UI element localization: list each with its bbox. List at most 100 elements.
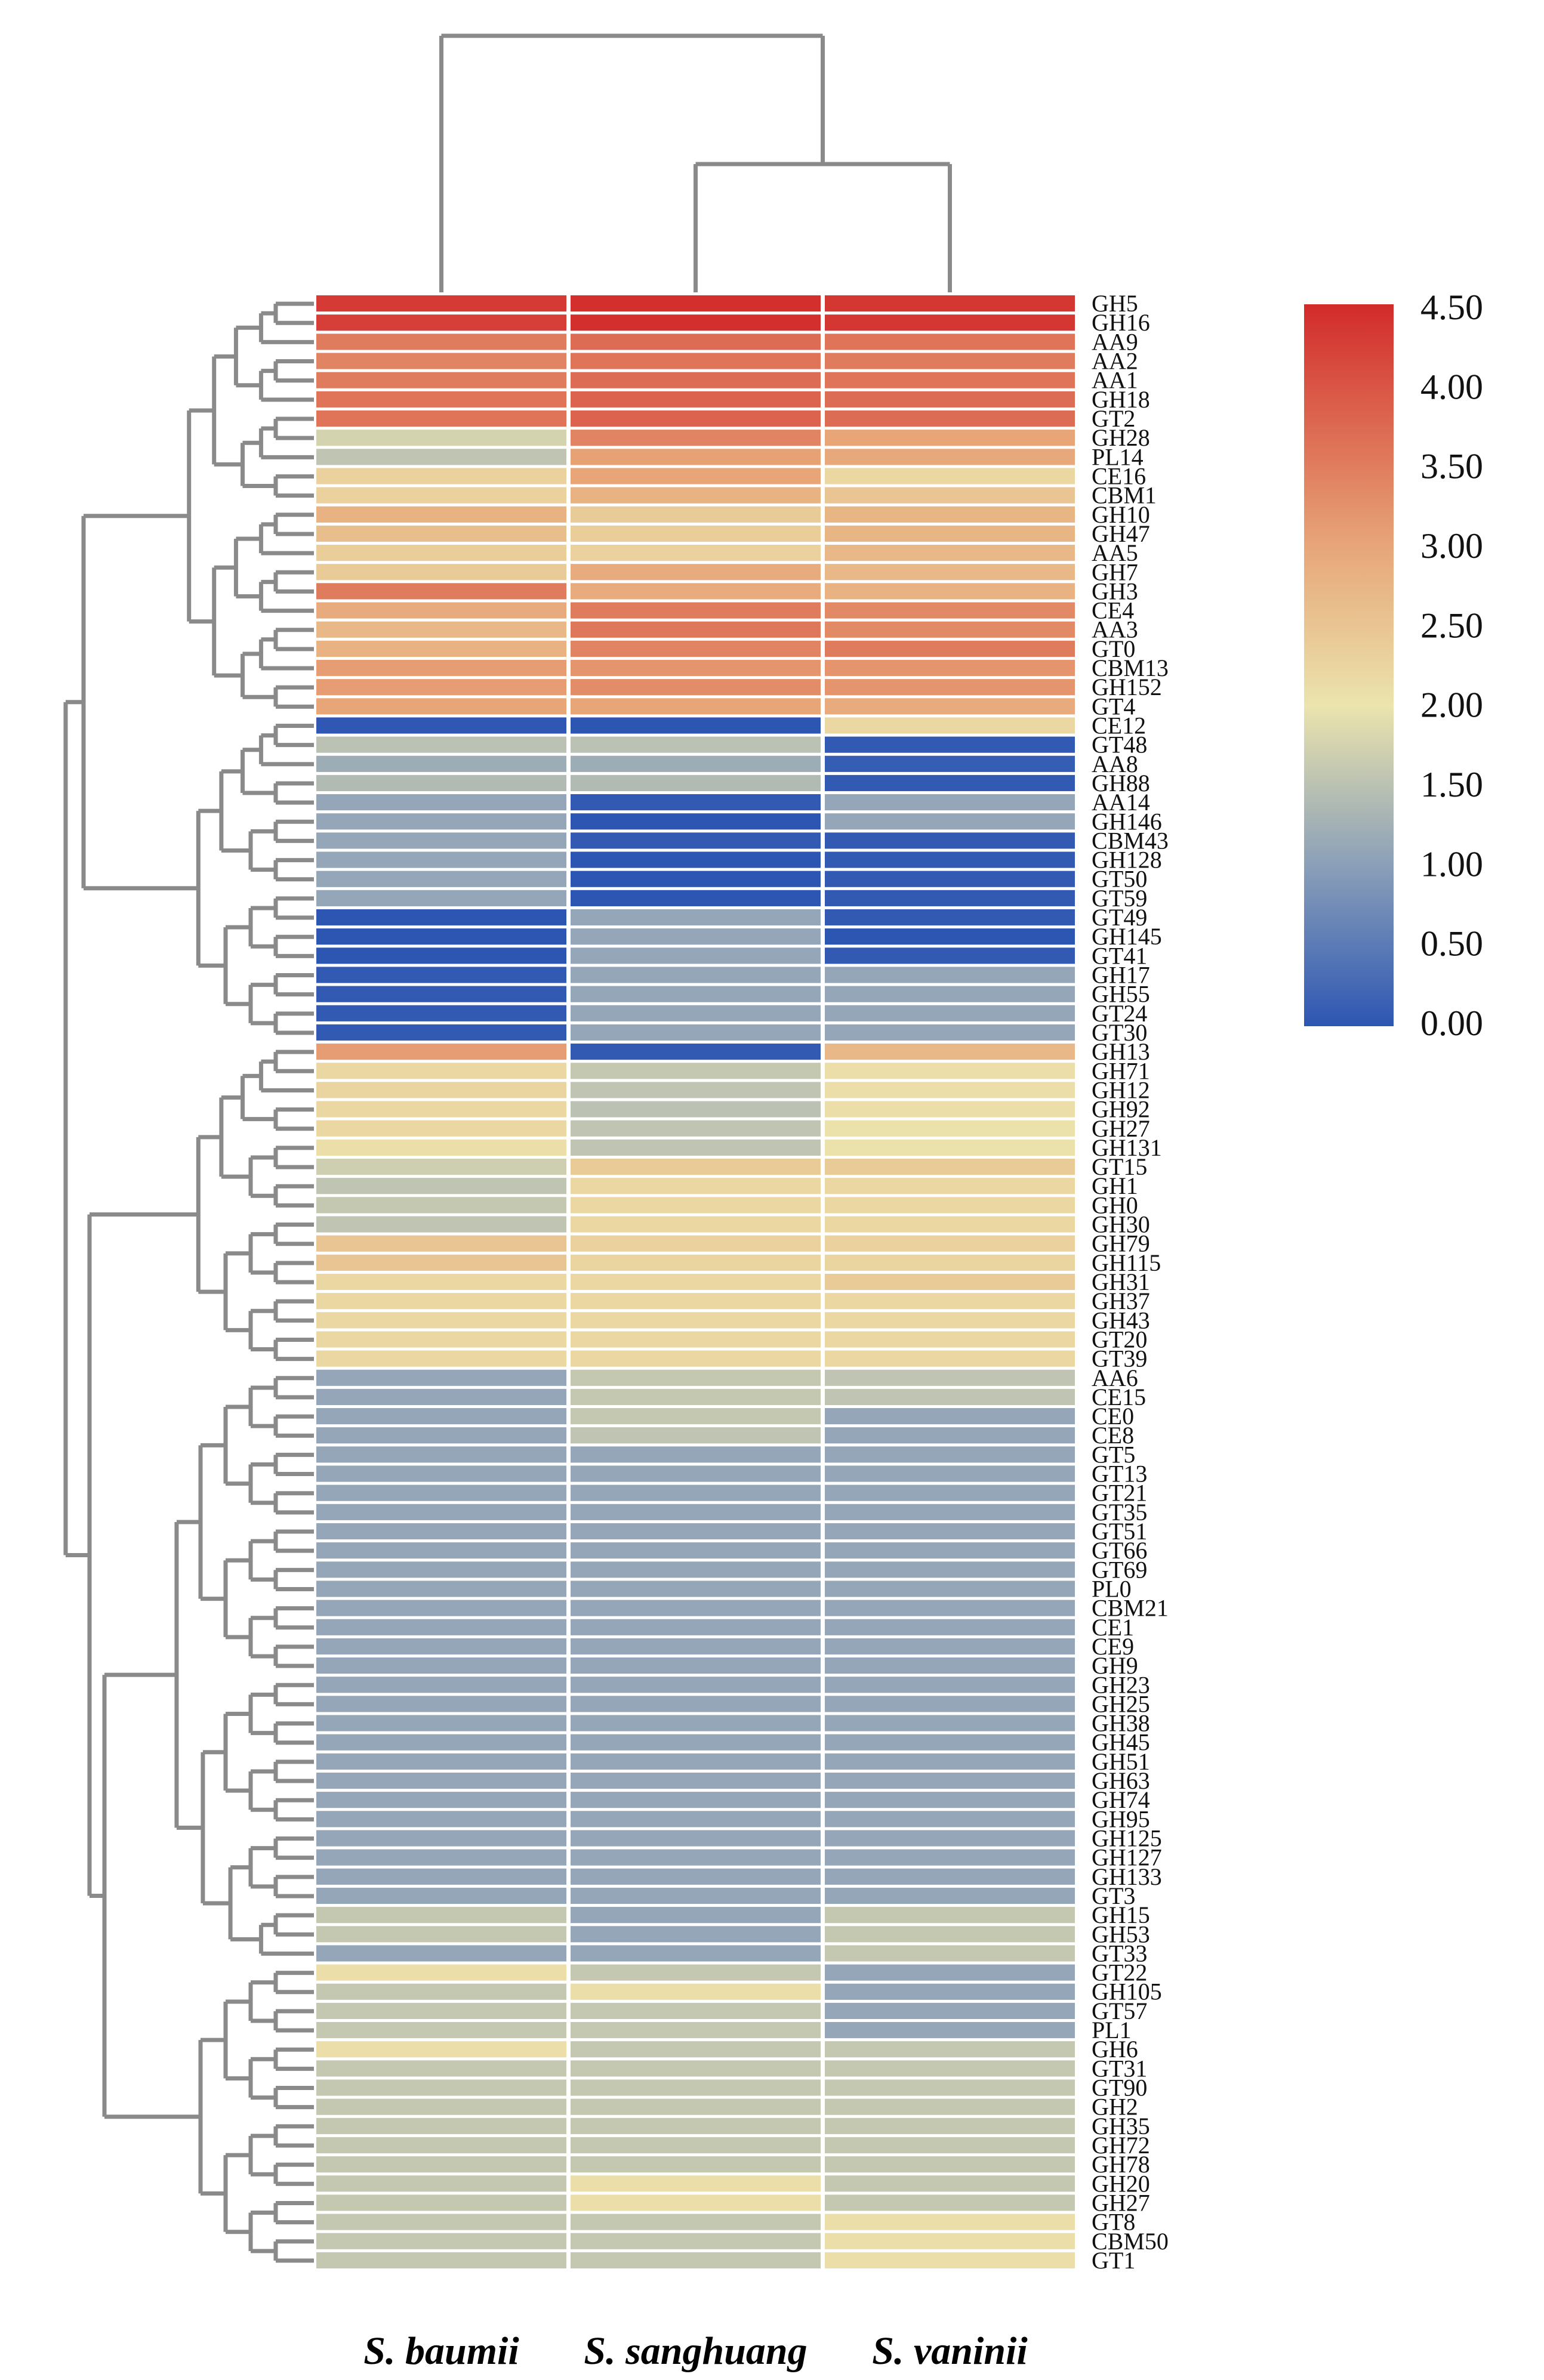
heatmap-cell [825,2117,1075,2134]
row-label: GH95 [1092,1805,1150,1832]
heatmap-cell [825,295,1075,312]
heatmap-cell [825,1120,1075,1137]
row-label: GH45 [1092,1729,1150,1756]
heatmap-cell [316,1849,566,1866]
heatmap-cell [316,1101,566,1118]
color-scale-tick-label: 3.00 [1420,526,1483,566]
heatmap-cell [571,1983,821,2000]
heatmap-cell [825,1792,1075,1808]
heatmap-cell [825,774,1075,792]
heatmap-cell [825,372,1075,388]
row-label: PL14 [1092,443,1144,470]
heatmap-cell [571,1926,821,1943]
heatmap-cell [825,1293,1075,1310]
color-scale-tick-label: 4.50 [1420,288,1483,327]
row-label: CE12 [1092,712,1146,739]
heatmap-cell [316,1484,566,1501]
heatmap-cell [571,295,821,312]
heatmap-cell [316,1657,566,1674]
heatmap-cell [316,2002,566,2019]
heatmap-cell [825,794,1075,811]
heatmap-cell [825,1600,1075,1616]
heatmap-cell [571,909,821,926]
row-label: GH18 [1092,386,1150,413]
heatmap-cell [571,659,821,677]
heatmap-cell [571,1120,821,1137]
column-label: S. sanghuang [584,2329,807,2373]
row-label: GH16 [1092,309,1150,336]
row-label: GH145 [1092,923,1162,950]
heatmap-cell [571,1504,821,1520]
heatmap-cell [571,755,821,772]
heatmap-cell [571,1331,821,1348]
heatmap-cell [316,1063,566,1079]
heatmap-cell [316,640,566,657]
row-label: GT48 [1092,731,1147,758]
heatmap-cell [825,1945,1075,1962]
heatmap-cell [825,1638,1075,1655]
heatmap-cell [825,1830,1075,1847]
row-label: GH27 [1092,2189,1150,2216]
heatmap-cell [825,1504,1075,1520]
heatmap-cell [825,449,1075,465]
heatmap-cell [571,1600,821,1616]
heatmap-cell [571,1523,821,1540]
row-label: GH53 [1092,1921,1150,1947]
row-label: GH133 [1092,1863,1162,1890]
row-label: AA9 [1092,328,1138,355]
heatmap-cell [825,2156,1075,2173]
heatmap-cell [825,717,1075,734]
heatmap-cell [825,1753,1075,1770]
heatmap-cell [316,832,566,849]
heatmap-cell [825,736,1075,753]
row-label: CE9 [1092,1633,1134,1660]
color-scale-legend: 4.50 4.00 3.50 3.00 2.50 2.00 1.50 1.00 0.50 0.00 [1304,288,1483,1043]
row-label: GT33 [1092,1940,1147,1967]
row-label: CBM50 [1092,2228,1169,2255]
heatmap-cell [571,1677,821,1693]
heatmap-cell [571,391,821,408]
heatmap-cell [571,1772,821,1789]
heatmap-cell [316,1868,566,1885]
heatmap-cell [825,1446,1075,1463]
row-label: GH71 [1092,1057,1150,1084]
row-label: GH13 [1092,1038,1150,1065]
color-scale-tick-label: 4.00 [1420,367,1483,406]
row-label: GH105 [1092,1978,1162,2005]
heatmap-cell [825,410,1075,427]
row-label: GT50 [1092,866,1147,893]
heatmap-cell [316,1446,566,1463]
heatmap-cell [316,1331,566,1348]
row-label: CBM1 [1092,482,1157,509]
row-label: GT4 [1092,693,1135,720]
row-label: GH37 [1092,1288,1150,1314]
row-label: GT31 [1092,2055,1147,2082]
heatmap-cell [825,1063,1075,1079]
heatmap-cell [825,1408,1075,1425]
row-label: CE1 [1092,1614,1134,1641]
row-label: GT66 [1092,1537,1147,1564]
heatmap-cell [316,1082,566,1098]
heatmap-cell [571,2214,821,2230]
heatmap-cell [825,1350,1075,1367]
heatmap-cell [316,794,566,811]
row-label: GH23 [1092,1671,1150,1698]
row-label: GH9 [1092,1652,1138,1679]
heatmap-cell [825,2137,1075,2154]
heatmap-cell [825,2252,1075,2268]
heatmap-cell [316,314,566,331]
heatmap-cell [825,545,1075,561]
row-label: CE0 [1092,1403,1134,1430]
heatmap-cell [316,1926,566,1943]
heatmap-cell [316,774,566,792]
heatmap-cell [825,1581,1075,1597]
heatmap-cell [571,1063,821,1079]
heatmap-cell [571,928,821,945]
heatmap-cell [825,1849,1075,1866]
heatmap-cell [825,602,1075,619]
heatmap-cell [825,2194,1075,2211]
row-label: PL0 [1092,1575,1132,1602]
heatmap-cell [316,755,566,772]
heatmap-cell [316,851,566,868]
heatmap-cell [316,1677,566,1693]
